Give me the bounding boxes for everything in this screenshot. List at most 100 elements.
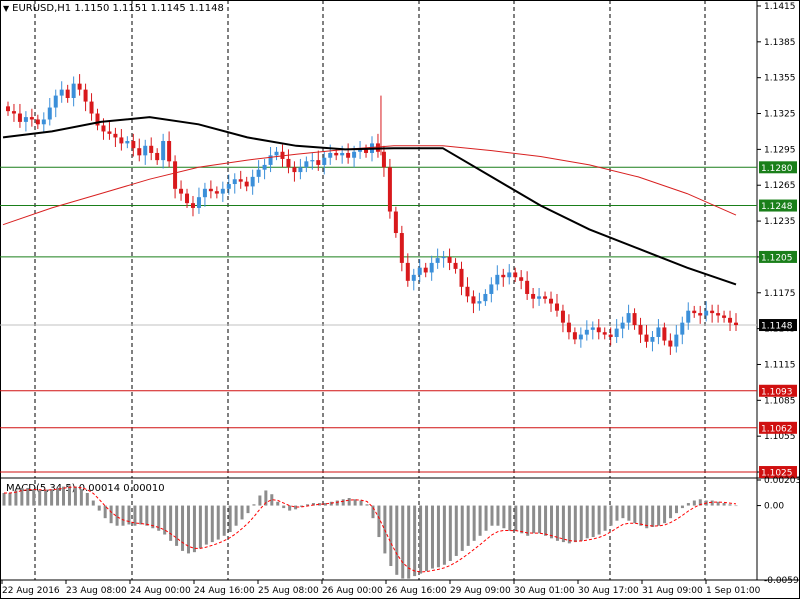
macd-bar <box>645 505 649 529</box>
macd-bar <box>484 505 488 531</box>
y-tick-label: 1.1235 <box>764 217 796 227</box>
macd-bar <box>407 505 411 579</box>
macd-bar <box>181 505 185 551</box>
candle-bear <box>602 332 607 335</box>
candle-bear <box>638 325 643 335</box>
macd-bar <box>710 500 714 506</box>
candle-bear <box>698 313 703 316</box>
candle-bull <box>656 327 661 337</box>
candle-bull <box>620 322 625 329</box>
macd-bar <box>198 505 202 549</box>
candle-bear <box>405 262 410 281</box>
candle-bear <box>453 262 458 269</box>
candle-bull <box>340 152 345 156</box>
macd-bar <box>639 505 643 526</box>
candle-bull <box>614 328 619 337</box>
macd-bar <box>85 492 89 506</box>
candle-bear <box>173 161 178 189</box>
macd-bar <box>276 501 280 506</box>
macd-bar <box>538 505 542 534</box>
y-tick-label: 1.1085 <box>764 396 796 406</box>
macd-bar <box>79 489 83 506</box>
candle-bear <box>710 310 715 314</box>
macd-bar <box>663 505 667 524</box>
level-label: 1.1205 <box>761 253 793 263</box>
macd-bar <box>692 500 696 506</box>
candle-bear <box>519 277 524 281</box>
macd-bar <box>436 505 440 568</box>
candle-bear <box>543 296 548 299</box>
macd-bar <box>490 505 494 526</box>
candle-bear <box>459 268 464 287</box>
macd-bar <box>371 505 375 519</box>
level-label: 1.1025 <box>761 469 793 479</box>
candle-bear <box>244 181 249 187</box>
macd-bar <box>56 487 60 506</box>
y-tick-label: 1.1115 <box>764 360 796 370</box>
macd-bar <box>674 505 678 514</box>
macd-bar <box>67 485 71 506</box>
macd-bar <box>246 505 250 514</box>
x-tick-label: 30 Aug 01:00 <box>514 586 575 596</box>
macd-bar <box>210 505 214 543</box>
candle-bull <box>584 329 589 335</box>
macd-bar <box>609 505 613 526</box>
candle-bull <box>298 167 303 173</box>
macd-bar <box>466 505 470 546</box>
macd-bar <box>311 503 315 506</box>
macd-bar <box>460 505 464 551</box>
macd-bar <box>139 505 143 525</box>
level-label: 1.1062 <box>761 424 793 434</box>
macd-bar <box>258 495 262 506</box>
candle-bull <box>483 293 488 302</box>
macd-bar <box>365 504 369 506</box>
macd-bar <box>728 504 732 506</box>
candle-bull <box>435 258 440 263</box>
candle-bull <box>47 107 52 120</box>
macd-bar <box>532 505 536 534</box>
level-label: 1.1248 <box>761 202 793 212</box>
macd-bar <box>306 504 310 506</box>
candle-bear <box>280 151 285 159</box>
macd-bar <box>288 505 292 511</box>
x-tick-label: 23 Aug 08:00 <box>66 586 127 596</box>
candle-bear <box>399 233 404 263</box>
candle-bear <box>668 340 673 347</box>
candle-bull <box>196 197 201 208</box>
x-tick-label: 25 Aug 08:00 <box>258 586 319 596</box>
macd-bar <box>2 492 6 506</box>
macd-bar <box>133 505 137 526</box>
candle-bull <box>161 141 166 161</box>
candle-bear <box>316 160 321 165</box>
triangle-down-icon[interactable]: ▼ <box>3 4 10 13</box>
level-label: 1.1280 <box>761 164 793 174</box>
macd-bar <box>335 500 339 506</box>
candle-bear <box>692 310 697 314</box>
macd-bar <box>550 505 554 539</box>
moving-average-fast <box>2 145 737 226</box>
candle-bear <box>149 145 154 153</box>
level-tag <box>759 319 797 332</box>
candle-bull <box>304 161 309 168</box>
macd-bar <box>175 505 179 546</box>
macd-bar <box>526 505 530 536</box>
candle-bull <box>256 169 261 177</box>
macd-bar <box>32 489 36 506</box>
macd-bar <box>669 505 673 519</box>
candle-bear <box>572 332 577 340</box>
candle-bear <box>89 101 94 114</box>
macd-bar <box>651 505 655 527</box>
macd-bar <box>323 503 327 506</box>
macd-bar <box>579 505 583 541</box>
candle-bull <box>578 334 583 340</box>
level-tag <box>759 384 797 397</box>
macd-bar <box>359 500 363 506</box>
moving-average-slow <box>2 116 737 286</box>
candle-bear <box>393 211 398 234</box>
candle-bear <box>185 193 190 204</box>
candle-bear <box>119 137 124 144</box>
macd-bar <box>555 505 559 541</box>
macd-bar <box>91 500 95 506</box>
